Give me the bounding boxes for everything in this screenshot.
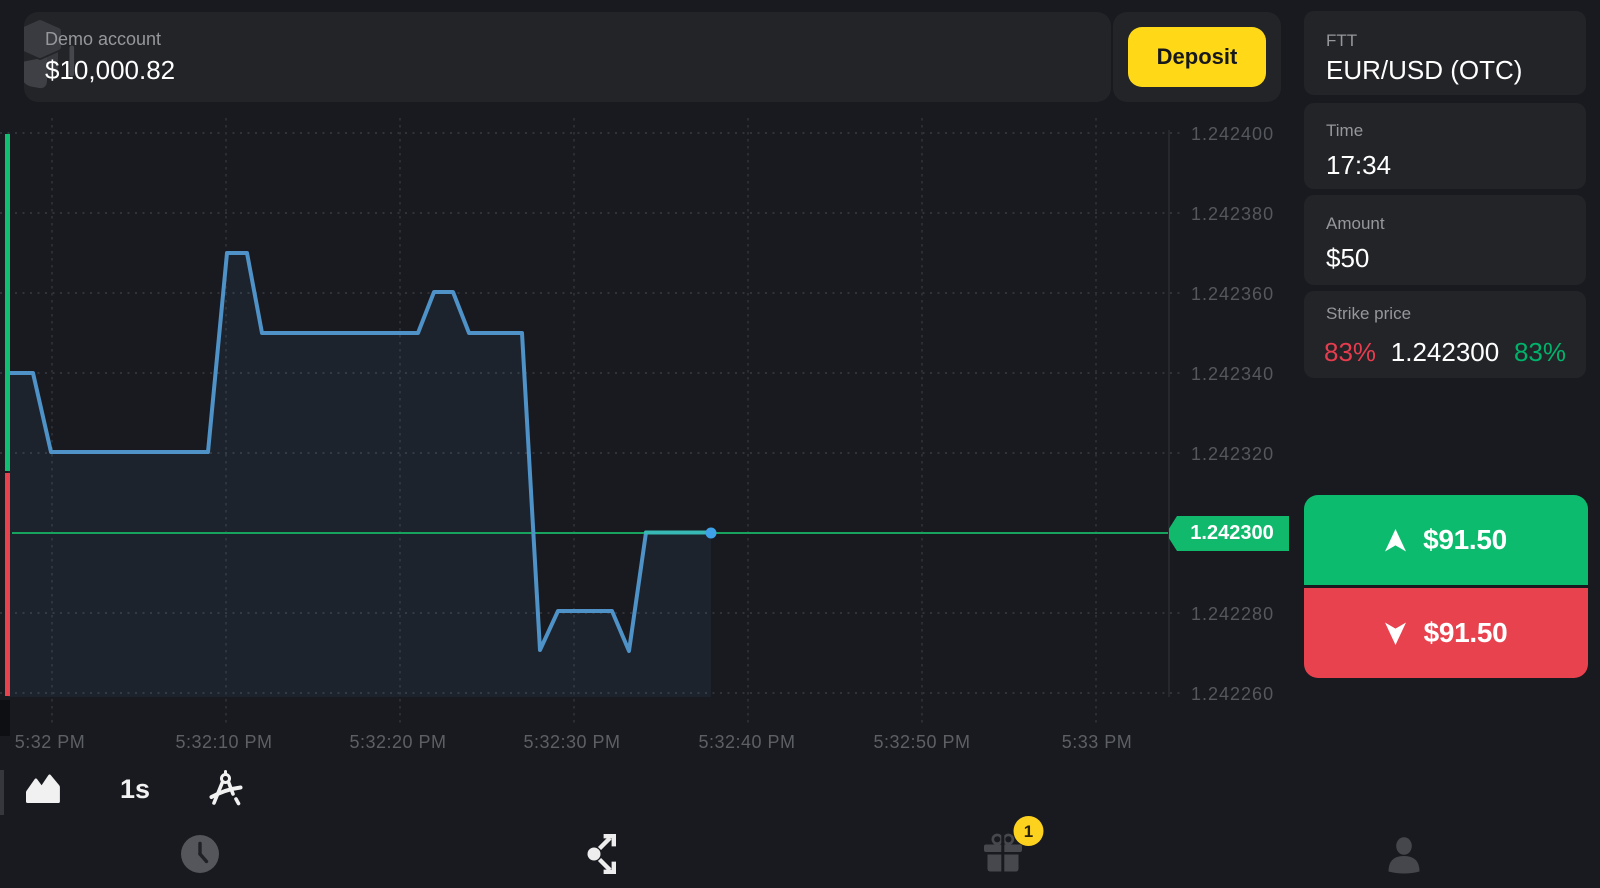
svg-text:1: 1 (1024, 822, 1033, 841)
